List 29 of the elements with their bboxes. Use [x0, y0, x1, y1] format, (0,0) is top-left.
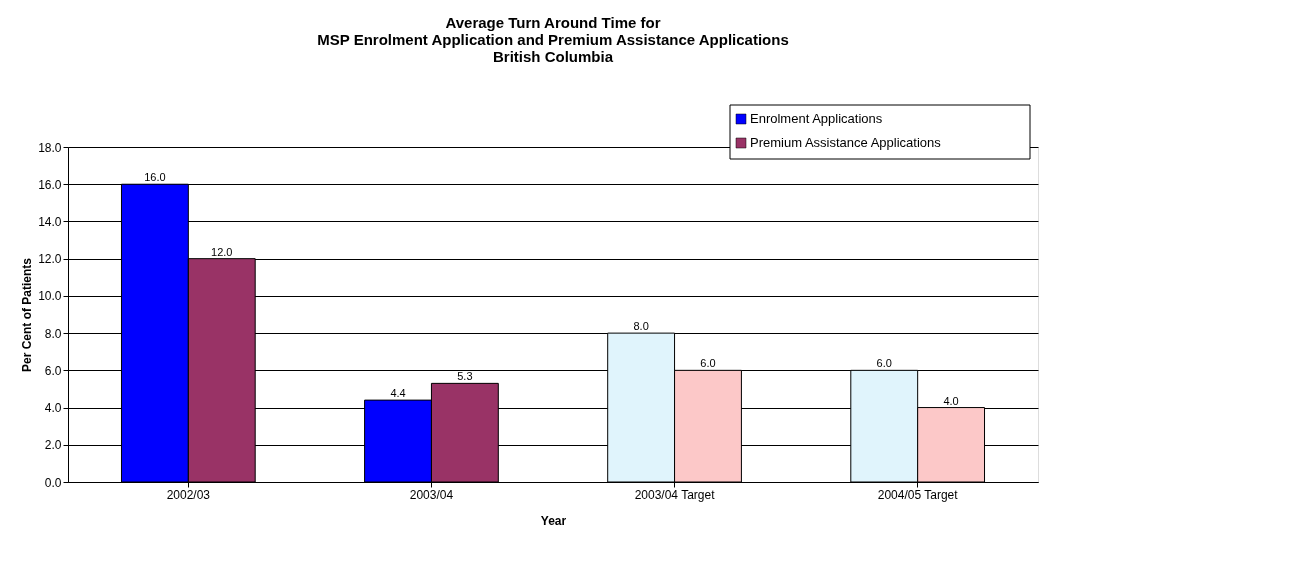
data-label: 8.0: [633, 320, 649, 333]
data-label: 5.3: [457, 370, 473, 383]
y-tick-label: 4.0: [44, 401, 62, 416]
y-tick-label: 18.0: [38, 140, 62, 155]
data-label: 4.0: [943, 394, 959, 407]
y-axis-title: Per Cent of Patients: [20, 257, 35, 373]
data-label: 6.0: [700, 357, 716, 370]
x-tick-label: 2003/04 Target: [634, 487, 716, 502]
y-tick-label: 14.0: [38, 214, 62, 229]
y-tick-label: 16.0: [38, 177, 62, 192]
data-label: 12.0: [211, 245, 233, 258]
text: MSP Enrolment Application and Premium Assistance Applications: [317, 30, 789, 48]
data-label: 4.4: [390, 387, 406, 400]
x-axis-title: Year: [540, 513, 567, 528]
x-tick-label: 2003/04: [409, 487, 454, 502]
legend-label: Premium Assistance Applications: [750, 135, 942, 150]
y-tick-label: 6.0: [44, 363, 62, 378]
y-tick-label: 8.0: [44, 326, 62, 341]
legend-label: Enrolment Applications: [750, 111, 883, 126]
data-label: 16.0: [144, 171, 166, 184]
y-tick-label: 2.0: [44, 438, 62, 453]
y-tick-label: 10.0: [38, 289, 62, 304]
y-tick-label: 0.0: [44, 475, 62, 490]
text: Average Turn Around Time for: [445, 13, 661, 31]
x-tick-label: 2002/03: [166, 487, 211, 502]
x-tick-label: 2004/05 Target: [877, 487, 959, 502]
y-tick-label: 12.0: [38, 252, 62, 267]
data-label: 6.0: [876, 357, 892, 370]
text: British Columbia: [492, 47, 614, 65]
